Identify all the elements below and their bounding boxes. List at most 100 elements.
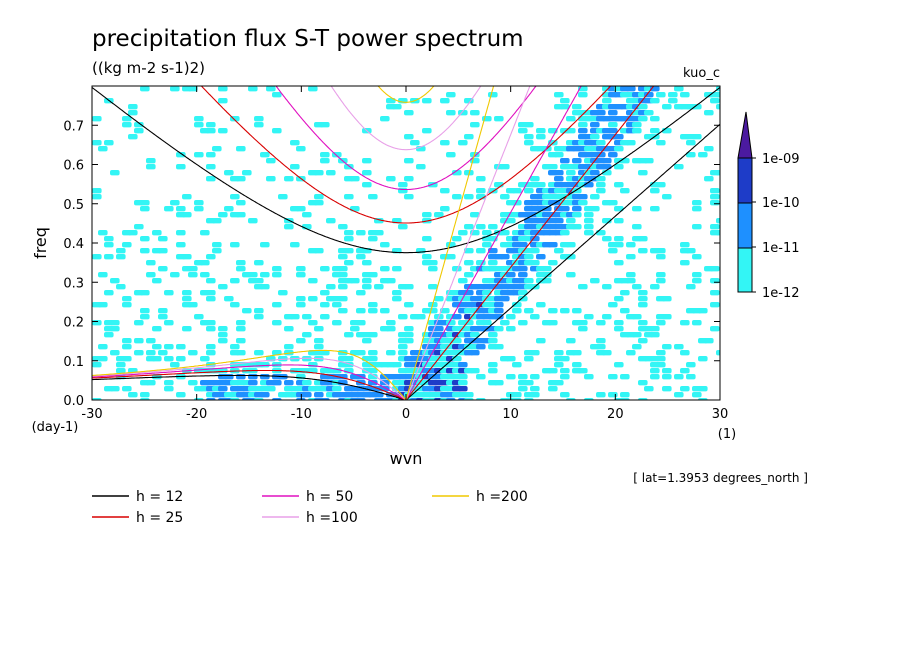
power-cell (164, 320, 174, 326)
power-cell (488, 338, 498, 344)
power-cell (440, 188, 450, 194)
power-cell (158, 248, 168, 254)
power-cell (272, 302, 282, 308)
power-cell (146, 158, 156, 164)
power-cell (146, 380, 156, 386)
power-cell (116, 254, 126, 260)
power-cell (206, 350, 216, 356)
power-cell (398, 314, 408, 320)
power-cell (518, 290, 528, 296)
x-tick-label: 10 (502, 407, 519, 422)
power-cell (512, 302, 522, 308)
power-cell (164, 206, 174, 212)
power-cell (446, 254, 456, 260)
power-cell (608, 392, 618, 398)
power-cell (146, 260, 156, 266)
power-cell (590, 194, 600, 200)
power-cell (464, 170, 474, 176)
dispersion-curve (405, 123, 720, 400)
power-cell (98, 230, 108, 236)
power-cell (356, 350, 366, 356)
power-cell (398, 182, 408, 188)
y-tick-label: 0.5 (63, 198, 84, 213)
power-cell (578, 194, 588, 200)
power-cell (560, 374, 570, 380)
power-cell (326, 218, 336, 224)
power-cell (308, 278, 318, 284)
power-cell (470, 110, 480, 116)
power-cell (596, 338, 606, 344)
power-cell (608, 128, 618, 134)
power-cell (632, 314, 642, 320)
power-cell (716, 218, 720, 224)
power-cell (230, 278, 240, 284)
power-cell (326, 284, 336, 290)
power-contour-fill (92, 86, 720, 400)
power-cell (698, 152, 708, 158)
power-cell (164, 380, 174, 386)
power-cell (104, 242, 114, 248)
power-cell (602, 350, 612, 356)
lat-note: [ lat=1.3953 degrees_north ] (633, 471, 808, 485)
power-cell (494, 326, 504, 332)
power-cell (578, 368, 588, 374)
power-cell (560, 206, 570, 212)
power-cell (506, 218, 516, 224)
power-cell (566, 128, 576, 134)
x-tick-label: -10 (291, 407, 312, 422)
power-cell (572, 362, 582, 368)
power-cell (578, 284, 588, 290)
power-cell (338, 296, 348, 302)
power-cell (656, 278, 666, 284)
power-cell (524, 278, 534, 284)
power-cell (356, 254, 366, 260)
power-cell (110, 350, 120, 356)
power-cell (524, 380, 534, 386)
power-cell (446, 110, 456, 116)
power-cell (656, 320, 666, 326)
power-cell (692, 320, 702, 326)
power-cell (260, 152, 270, 158)
power-cell (182, 212, 192, 218)
power-cell (698, 386, 708, 392)
power-cell (452, 314, 462, 320)
power-cell (686, 362, 696, 368)
power-cell (320, 158, 330, 164)
power-cell (356, 308, 366, 314)
power-cell (164, 290, 174, 296)
power-cell (122, 122, 132, 128)
power-cell (524, 398, 534, 400)
power-cell (518, 242, 528, 248)
power-cell (662, 344, 672, 350)
power-cell (122, 386, 132, 392)
power-cell (212, 248, 222, 254)
power-cell (512, 392, 522, 398)
power-cell (266, 386, 276, 392)
power-cell (404, 302, 414, 308)
power-cell (218, 284, 228, 290)
power-cell (164, 356, 174, 362)
power-cell (596, 110, 606, 116)
power-cell (572, 350, 582, 356)
power-cell (140, 236, 150, 242)
power-cell (464, 398, 474, 400)
power-cell (224, 296, 234, 302)
power-cell (434, 326, 444, 332)
power-cell (632, 122, 642, 128)
power-cell (536, 338, 546, 344)
power-cell (242, 308, 252, 314)
power-cell (404, 284, 414, 290)
power-cell (602, 314, 612, 320)
power-cell (392, 296, 402, 302)
power-cell (344, 194, 354, 200)
power-cell (656, 362, 666, 368)
power-cell (428, 266, 438, 272)
power-cell (476, 176, 486, 182)
x-tick-label: 0 (402, 407, 410, 422)
power-cell (704, 146, 714, 152)
power-cell (704, 338, 714, 344)
power-cell (302, 380, 312, 386)
power-cell (266, 176, 276, 182)
power-cell (344, 248, 354, 254)
